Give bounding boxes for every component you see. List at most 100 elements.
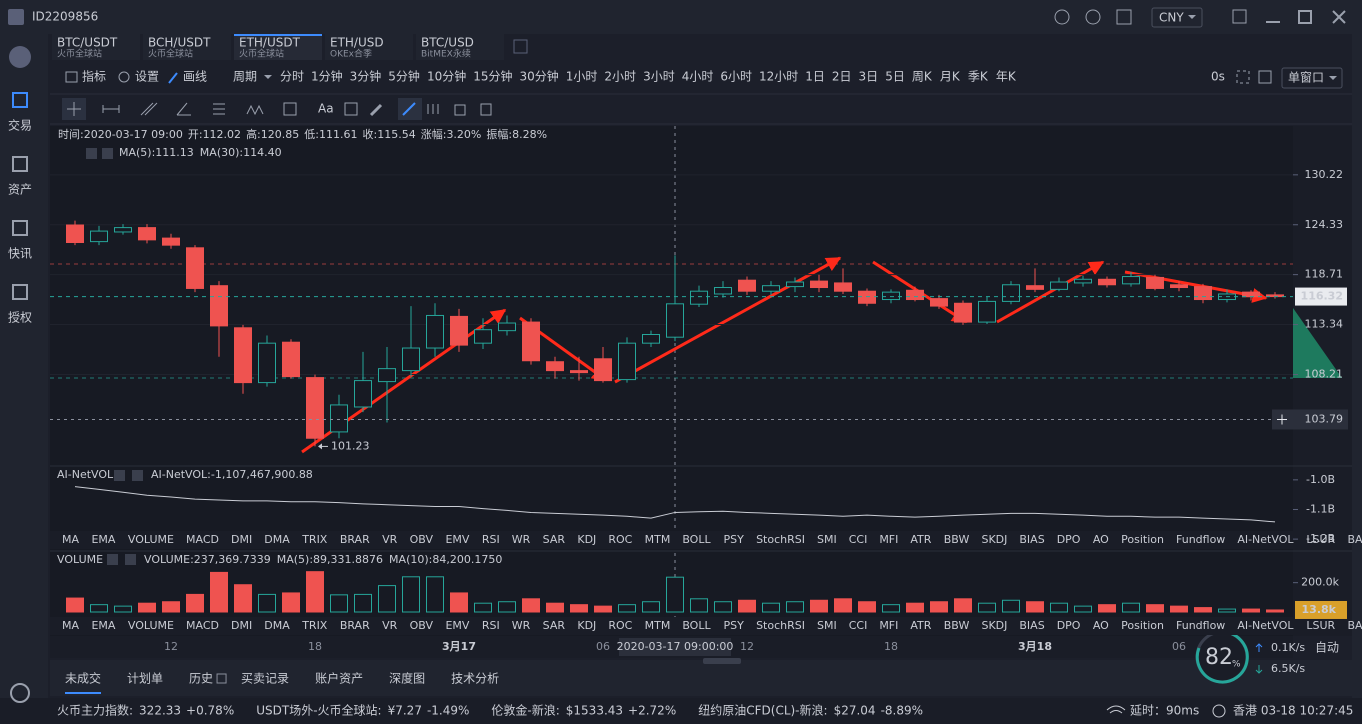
indicator-option[interactable]: Fundflow xyxy=(1176,619,1225,632)
indicator-option[interactable]: OBV xyxy=(410,533,434,546)
period-option[interactable]: 季K xyxy=(968,70,989,84)
indicator-option[interactable]: VR xyxy=(382,533,398,546)
period-option[interactable]: 3分钟 xyxy=(350,69,382,84)
sidebar-label[interactable]: 快讯 xyxy=(8,247,32,261)
indicator-option[interactable]: RSI xyxy=(482,619,500,632)
indicator-option[interactable]: MFI xyxy=(879,533,898,546)
indicator-option[interactable]: EMA xyxy=(91,533,115,546)
tab[interactable] xyxy=(416,34,504,60)
parallel-tool[interactable] xyxy=(140,102,158,116)
bottom-tab[interactable]: 未成交 xyxy=(65,671,101,686)
indicator-option[interactable]: DMI xyxy=(231,533,252,546)
text-tool[interactable]: Aa xyxy=(318,102,334,116)
indicator-option[interactable]: Position xyxy=(1121,533,1164,546)
indicator-option[interactable]: SAR xyxy=(543,533,566,546)
indicator-option[interactable]: RSI xyxy=(482,533,500,546)
mode-toggle[interactable]: 自动 xyxy=(1315,641,1339,655)
indicator-option[interactable]: ROC xyxy=(608,619,632,632)
period-option[interactable]: 3日 xyxy=(859,70,879,84)
magnet-tool[interactable] xyxy=(402,102,416,116)
indicator-option[interactable]: MTM xyxy=(645,619,671,632)
legend-close[interactable] xyxy=(125,554,136,565)
bars-tool[interactable] xyxy=(427,104,439,114)
indicator-option[interactable]: MFI xyxy=(879,619,898,632)
period-option[interactable]: 10分钟 xyxy=(427,69,466,84)
indicator-option[interactable]: TRIX xyxy=(301,619,328,632)
indicator-option[interactable]: Fundflow xyxy=(1176,533,1225,546)
window-select[interactable] xyxy=(1281,67,1343,89)
indicator-option[interactable]: SMI xyxy=(817,533,837,546)
fib-tool[interactable] xyxy=(213,103,225,115)
lock-tool[interactable] xyxy=(454,104,466,116)
angle-tool[interactable] xyxy=(176,102,191,116)
tab[interactable] xyxy=(143,34,231,60)
indicator-option[interactable]: PSY xyxy=(723,533,744,546)
indicator-option[interactable]: SKDJ xyxy=(981,533,1007,546)
avatar[interactable] xyxy=(8,9,24,25)
indicator-option[interactable]: VOLUME xyxy=(128,619,174,632)
news-icon[interactable] xyxy=(12,220,28,236)
tab[interactable] xyxy=(325,34,413,60)
period-option[interactable]: 1分钟 xyxy=(311,69,343,84)
bottom-tab[interactable]: 计划单 xyxy=(127,672,163,686)
close-button[interactable] xyxy=(1332,10,1346,24)
indicator-option[interactable]: EMV xyxy=(445,533,469,546)
legend-eye[interactable] xyxy=(107,554,118,565)
search-icon[interactable] xyxy=(1085,9,1101,25)
trade-icon[interactable] xyxy=(12,92,28,108)
period-option[interactable]: 15分钟 xyxy=(473,69,512,84)
indicator-option[interactable]: BBW xyxy=(944,619,970,632)
shirt-icon[interactable] xyxy=(1116,9,1132,25)
indicator-option[interactable]: BIAS xyxy=(1019,619,1044,632)
indicator-option[interactable]: DMI xyxy=(231,619,252,632)
bell-icon[interactable] xyxy=(1054,9,1070,25)
bottom-tab[interactable]: 历史 xyxy=(189,672,213,686)
indicator-option[interactable]: BOLL xyxy=(682,619,711,632)
indicator-option[interactable]: MA xyxy=(62,533,79,546)
currency-select[interactable] xyxy=(1151,7,1203,28)
bottom-tab[interactable]: 深度图 xyxy=(389,671,425,686)
tab[interactable] xyxy=(234,34,322,60)
indicator-option[interactable]: BOLL xyxy=(682,533,711,546)
period-option[interactable]: 3小时 xyxy=(643,70,675,84)
bottom-tab[interactable]: 账户资产 xyxy=(315,671,363,686)
indicator-option[interactable]: DPO xyxy=(1057,533,1081,546)
panel-handle[interactable] xyxy=(703,658,741,664)
draw-button[interactable]: 画线 xyxy=(183,70,207,84)
screenshot-icon[interactable] xyxy=(1258,70,1272,84)
sidebar-label[interactable]: 授权 xyxy=(8,310,32,325)
indicator-option[interactable]: KDJ xyxy=(577,619,596,632)
period-option[interactable]: 周K xyxy=(912,70,933,84)
indicator-option[interactable]: DMA xyxy=(264,619,290,632)
indicator-option[interactable]: ATR xyxy=(910,533,931,546)
period-option[interactable]: 1小时 xyxy=(566,70,598,84)
settings-icon[interactable] xyxy=(10,683,30,703)
period-option[interactable]: 6小时 xyxy=(720,70,752,84)
period-option[interactable]: 12小时 xyxy=(759,70,798,84)
period-option[interactable]: 月K xyxy=(940,70,961,84)
indicator-option[interactable]: Position xyxy=(1121,619,1164,632)
indicator-option[interactable]: BBW xyxy=(944,533,970,546)
indicator-option[interactable]: StochRSI xyxy=(756,533,805,546)
indicator-option[interactable]: StochRSI xyxy=(756,619,805,632)
period-option[interactable]: 2小时 xyxy=(604,70,636,84)
shape-tool[interactable] xyxy=(283,102,297,116)
indicator-option[interactable]: LSUR xyxy=(1306,619,1335,632)
period-option[interactable]: 2日 xyxy=(832,70,852,84)
indicator-option[interactable]: SKDJ xyxy=(981,619,1007,632)
indicator-option[interactable]: LSUR xyxy=(1306,533,1335,546)
bottom-tab[interactable]: 买卖记录 xyxy=(241,672,289,686)
sidebar-label[interactable]: 交易 xyxy=(8,118,32,133)
indicator-option[interactable]: BASIS xyxy=(1348,619,1362,632)
period-option[interactable]: 分时 xyxy=(280,70,304,84)
indicator-option[interactable]: MTM xyxy=(645,533,671,546)
auth-icon[interactable] xyxy=(12,284,28,300)
legend-eye[interactable] xyxy=(86,148,97,159)
add-tab[interactable] xyxy=(513,39,528,54)
indicator-option[interactable]: CCI xyxy=(849,619,868,632)
measure-tool[interactable] xyxy=(344,102,358,116)
assets-icon[interactable] xyxy=(12,156,28,172)
indicator-option[interactable]: BIAS xyxy=(1019,533,1044,546)
indicator-option[interactable]: CCI xyxy=(849,533,868,546)
fullscreen-icon[interactable] xyxy=(1236,70,1250,84)
